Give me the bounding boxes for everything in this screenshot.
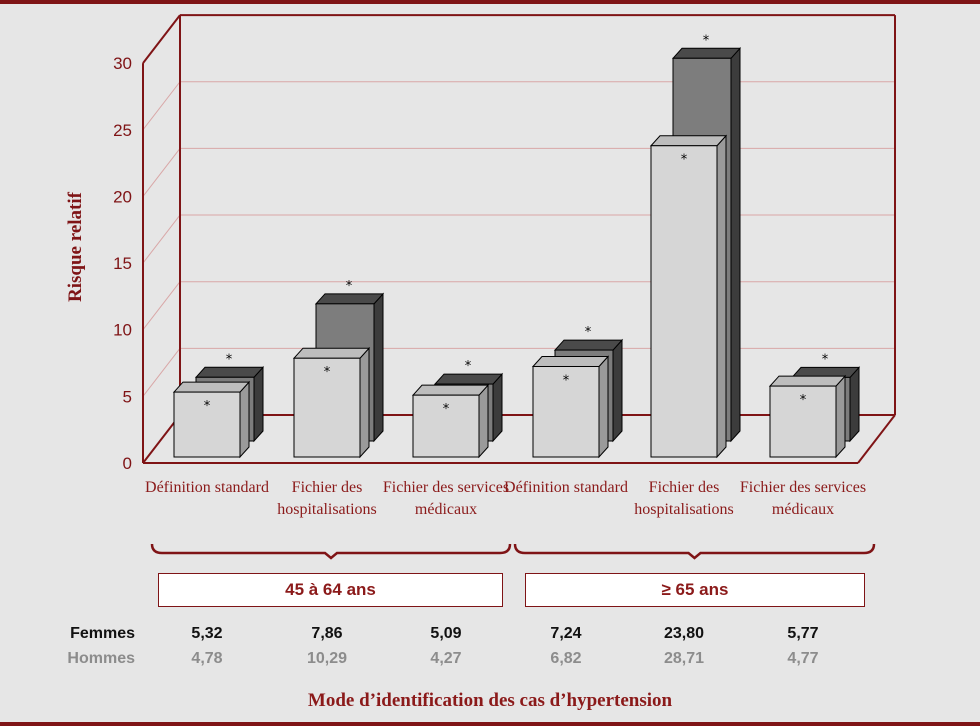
x-category-label: Fichier des services médicaux (382, 479, 510, 518)
y-tick-label: 10 (113, 321, 132, 340)
x-category-label: Définition standard (504, 479, 628, 496)
femmes-bar-side (598, 355, 609, 459)
significance-marker: * (465, 359, 472, 374)
x-category-label: Fichier des services médicaux (739, 479, 867, 518)
y-tick-label: 5 (123, 387, 132, 406)
hommes-bar-side (492, 372, 503, 443)
table-value-hommes: 4,77 (787, 650, 819, 667)
y-tick-label: 20 (113, 187, 132, 206)
femmes-bar-top (172, 381, 251, 393)
axis-frame-line (142, 14, 181, 64)
y-tick-label: 15 (113, 254, 132, 273)
hommes-bar-top (433, 373, 504, 385)
axis-frame-line (857, 414, 896, 464)
hommes-bar-side (253, 365, 264, 443)
table-row-label-femmes: Femmes (70, 625, 135, 642)
hommes-bar-top (314, 293, 385, 305)
x-category-label: Fichier des hospitalisations (277, 479, 377, 518)
femmes-bar (531, 355, 610, 459)
significance-marker: * (585, 325, 592, 340)
hommes-bar-side (730, 46, 741, 443)
table-value-hommes: 6,82 (550, 650, 582, 667)
femmes-bar-top (411, 384, 490, 396)
hommes-bar-side (612, 338, 623, 443)
table-value-femmes: 7,86 (311, 625, 343, 642)
side-gridline (142, 81, 181, 131)
femmes-bar-front (532, 365, 600, 458)
significance-marker: * (324, 365, 331, 380)
x-category-label: Définition standard (145, 479, 269, 496)
table-value-hommes: 10,29 (306, 650, 348, 667)
hommes-bar-side (849, 366, 860, 443)
x-category-label: Fichier des hospitalisations (634, 479, 734, 518)
femmes-bar-side (835, 374, 846, 459)
femmes-bar (172, 380, 251, 459)
femmes-bar-top (768, 375, 847, 387)
femmes-bar (292, 346, 371, 459)
femmes-bar-side (239, 380, 250, 459)
group-label-45-64: 45 à 64 ans (158, 573, 503, 607)
table-row-label-hommes: Hommes (67, 650, 135, 667)
hommes-bar-top (671, 47, 742, 59)
femmes-bar-front (769, 385, 837, 458)
significance-marker: * (681, 153, 688, 168)
femmes-bar-side (478, 383, 489, 459)
hommes-bar-top (194, 366, 265, 378)
significance-marker: * (703, 33, 710, 48)
significance-marker: * (443, 402, 450, 417)
table-value-femmes: 5,77 (787, 625, 819, 642)
femmes-bar-top (531, 355, 610, 367)
femmes-bar (649, 134, 728, 459)
femmes-bar-front (412, 394, 480, 458)
top-rule (0, 0, 980, 4)
femmes-bar-side (359, 346, 370, 459)
femmes-bar-front (293, 357, 361, 458)
table-value-femmes: 23,80 (663, 625, 705, 642)
table-value-femmes: 5,32 (191, 625, 223, 642)
group-brace-65-plus (513, 543, 876, 560)
femmes-bar-front (650, 145, 718, 458)
hommes-bar-top (553, 339, 624, 351)
table-value-femmes: 7,24 (550, 625, 582, 642)
femmes-bar (411, 383, 490, 459)
table-value-hommes: 4,78 (191, 650, 223, 667)
group-brace-45-64 (150, 543, 512, 560)
hommes-bar-side (373, 292, 384, 443)
significance-marker: * (800, 393, 807, 408)
significance-marker: * (226, 352, 233, 367)
group-label-65-plus: ≥ 65 ans (525, 573, 865, 607)
side-gridline (142, 348, 181, 397)
side-gridline (142, 281, 181, 331)
side-gridline (142, 148, 181, 197)
femmes-bar-top (292, 347, 371, 359)
group-label-text: 45 à 64 ans (285, 580, 376, 599)
significance-marker: * (204, 399, 211, 414)
group-label-text: ≥ 65 ans (661, 580, 729, 599)
table-value-hommes: 4,27 (430, 650, 462, 667)
significance-marker: * (822, 352, 829, 367)
table-value-hommes: 28,71 (663, 650, 705, 667)
femmes-bar (768, 374, 847, 459)
y-tick-label: 30 (113, 54, 132, 73)
femmes-bar-side (716, 134, 727, 459)
side-gridline (142, 214, 181, 264)
femmes-bar-front (173, 391, 241, 458)
x-axis-title: Mode d’identification des cas d’hyperten… (307, 690, 673, 711)
y-tick-label: 25 (113, 121, 132, 140)
significance-marker: * (563, 373, 570, 388)
y-tick-label: 0 (123, 454, 132, 473)
y-axis-title: Risque relatif (65, 191, 86, 302)
significance-marker: * (346, 279, 353, 294)
femmes-bar-top (649, 135, 728, 147)
table-value-femmes: 5,09 (430, 625, 462, 642)
bottom-rule (0, 722, 980, 726)
